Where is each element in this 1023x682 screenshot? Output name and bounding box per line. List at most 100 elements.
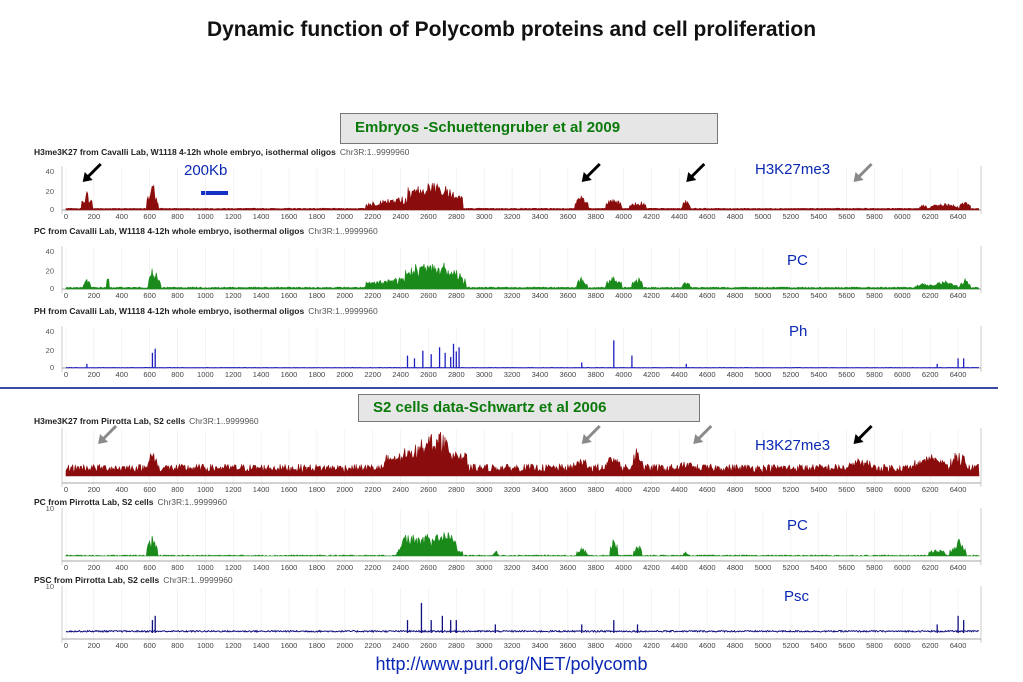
pointer-arrow-icon (686, 162, 706, 182)
x-tick-label: 0 (64, 485, 68, 494)
x-tick-label: 5000 (755, 641, 772, 650)
section-s2-label: S2 cells data-Schwartz et al 2006 (358, 394, 700, 422)
x-tick-label: 1800 (309, 291, 326, 300)
x-tick-label: 0 (64, 641, 68, 650)
track-annotation: PC (787, 517, 808, 534)
x-tick-label: 5600 (838, 563, 855, 572)
x-tick-label: 1800 (309, 370, 326, 379)
source-url[interactable]: http://www.purl.org/NET/polycomb (375, 654, 648, 674)
x-tick-label: 2600 (420, 563, 437, 572)
x-tick-label: 3200 (504, 291, 521, 300)
y-tick-label: 20 (46, 187, 54, 196)
x-tick-label: 800 (171, 370, 184, 379)
track-2: PC from Cavalli Lab, W1118 4-12h whole e… (34, 226, 982, 300)
x-tick-label: 800 (171, 485, 184, 494)
x-tick-label: 5400 (810, 370, 827, 379)
x-tick-label: 5400 (810, 563, 827, 572)
x-tick-label: 1000 (197, 563, 214, 572)
track-title: H3me3K27 from Cavalli Lab, W1118 4-12h w… (34, 147, 410, 157)
x-tick-label: 1800 (309, 641, 326, 650)
x-tick-label: 600 (143, 485, 156, 494)
x-tick-label: 2600 (420, 291, 437, 300)
track-annotation: H3K27me3 (755, 161, 830, 178)
x-tick-label: 5600 (838, 370, 855, 379)
x-tick-label: 4400 (671, 641, 688, 650)
x-tick-label: 6000 (894, 370, 911, 379)
x-tick-label: 2800 (448, 370, 465, 379)
x-tick-label: 1600 (281, 291, 298, 300)
x-tick-label: 3000 (476, 370, 493, 379)
x-tick-label: 4000 (615, 563, 632, 572)
y-tick-label: 40 (46, 327, 54, 336)
x-tick-label: 2800 (448, 485, 465, 494)
x-tick-label: 2800 (448, 641, 465, 650)
x-tick-label: 6000 (894, 291, 911, 300)
x-tick-label: 200 (88, 563, 101, 572)
pointer-arrow-icon (581, 424, 601, 444)
signal-series (65, 262, 980, 290)
x-tick-label: 5000 (755, 291, 772, 300)
x-tick-label: 1400 (253, 370, 270, 379)
x-tick-label: 5400 (810, 291, 827, 300)
x-tick-label: 3200 (504, 641, 521, 650)
x-tick-label: 2000 (336, 370, 353, 379)
x-tick-label: 5800 (866, 291, 883, 300)
x-tick-label: 3800 (587, 641, 604, 650)
x-tick-label: 6400 (950, 485, 967, 494)
x-tick-label: 2000 (336, 563, 353, 572)
x-tick-label: 3600 (559, 291, 576, 300)
track-title: H3me3K27 from Pirrotta Lab, S2 cells Chr3… (34, 416, 259, 426)
track-4: H3me3K27 from Pirrotta Lab, S2 cells Chr3… (34, 416, 982, 494)
x-tick-label: 2400 (392, 291, 409, 300)
x-tick-label: 6200 (922, 291, 939, 300)
x-tick-label: 1200 (225, 485, 242, 494)
x-tick-label: 1400 (253, 641, 270, 650)
x-tick-label: 5000 (755, 563, 772, 572)
x-tick-label: 3600 (559, 485, 576, 494)
x-tick-label: 5000 (755, 370, 772, 379)
x-tick-label: 5800 (866, 370, 883, 379)
x-tick-label: 600 (143, 370, 156, 379)
x-tick-label: 1000 (197, 370, 214, 379)
track-title: PC from Cavalli Lab, W1118 4-12h whole e… (34, 226, 378, 236)
x-tick-label: 200 (88, 370, 101, 379)
x-tick-label: 400 (115, 563, 128, 572)
x-tick-label: 2200 (364, 212, 381, 221)
x-tick-label: 800 (171, 641, 184, 650)
pointer-arrow-icon (98, 424, 118, 444)
x-tick-label: 1000 (197, 291, 214, 300)
x-tick-label: 4600 (699, 563, 716, 572)
x-tick-label: 6200 (922, 641, 939, 650)
x-tick-label: 1400 (253, 291, 270, 300)
x-tick-label: 5600 (838, 641, 855, 650)
x-tick-label: 4400 (671, 485, 688, 494)
x-tick-label: 6000 (894, 563, 911, 572)
y-tick-label: 20 (46, 346, 54, 355)
x-tick-label: 2000 (336, 212, 353, 221)
pointer-arrow-icon (853, 424, 873, 444)
y-tick-label: 40 (46, 247, 54, 256)
pointer-arrow-icon (581, 162, 601, 182)
x-tick-label: 1000 (197, 485, 214, 494)
track-5: PC from Pirrotta Lab, S2 cells Chr3R:1..9… (34, 497, 982, 572)
x-tick-label: 3800 (587, 563, 604, 572)
x-tick-label: 3800 (587, 485, 604, 494)
x-tick-label: 3200 (504, 212, 521, 221)
x-tick-label: 0 (64, 212, 68, 221)
x-tick-label: 4600 (699, 370, 716, 379)
x-tick-label: 4000 (615, 370, 632, 379)
x-tick-label: 2800 (448, 563, 465, 572)
x-tick-label: 200 (88, 291, 101, 300)
x-tick-label: 2200 (364, 485, 381, 494)
x-tick-label: 2000 (336, 641, 353, 650)
x-tick-label: 4800 (727, 370, 744, 379)
x-tick-label: 1600 (281, 641, 298, 650)
x-tick-label: 5800 (866, 485, 883, 494)
x-tick-label: 5000 (755, 212, 772, 221)
x-tick-label: 600 (143, 641, 156, 650)
x-tick-label: 4800 (727, 485, 744, 494)
y-tick-label: 10 (46, 582, 54, 591)
track-title: PSC from Pirrotta Lab, S2 cells Chr3R:1..… (34, 575, 233, 585)
x-tick-label: 5200 (782, 212, 799, 221)
